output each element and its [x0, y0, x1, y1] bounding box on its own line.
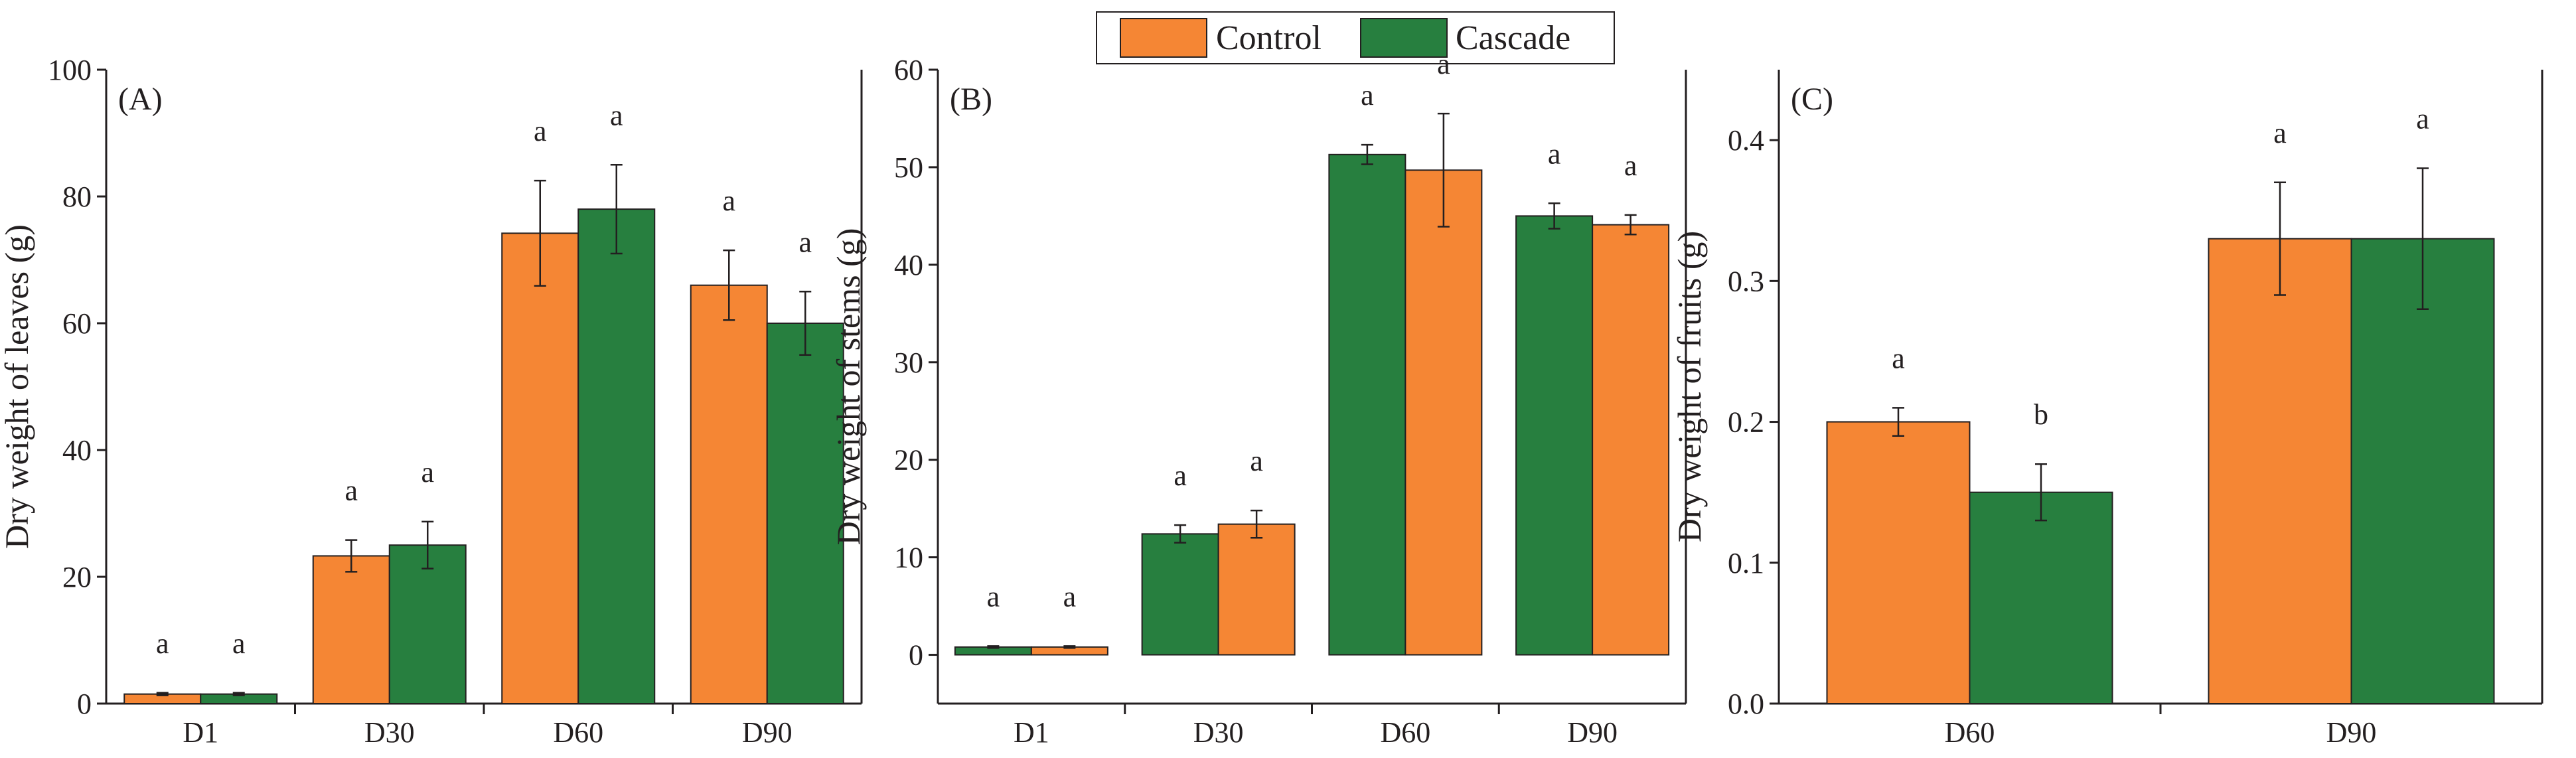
significance-label: a [1437, 48, 1450, 80]
x-tick-label: D60 [1945, 716, 1995, 749]
significance-label: a [722, 185, 735, 217]
x-tick-label: D30 [1193, 716, 1244, 749]
bar-cascade-d60 [577, 208, 656, 705]
y-tick-label: 60 [62, 307, 92, 340]
significance-label: a [1250, 445, 1263, 477]
legend-swatch-control [1120, 18, 1207, 58]
chart-panel-2: 0 10 20 30 40 50 60 Dry weight of stems (g) (B) D… [830, 48, 1687, 749]
y-tick-label: 0.0 [1728, 688, 1764, 720]
bar-cascade-d60 [1328, 153, 1406, 656]
y-tick-label: 50 [894, 151, 923, 184]
bar-control-d30 [312, 555, 390, 704]
bar-cascade-d90 [766, 323, 844, 704]
significance-label: a [421, 456, 434, 489]
y-tick-label: 0.3 [1728, 265, 1764, 297]
chart-panel-1: 0 20 40 60 80 100 Dry weight of leaves (g) (A) D… [0, 54, 863, 749]
x-tick-label: D1 [183, 716, 218, 749]
bar-control-d60 [501, 232, 579, 704]
significance-label: b [2034, 398, 2048, 431]
significance-label: a [1892, 342, 1905, 374]
bar-control-d90 [690, 284, 768, 704]
x-tick-label: D90 [742, 716, 793, 749]
legend: Control Cascade [1096, 11, 1615, 64]
x-tick-label: D60 [553, 716, 603, 749]
panel-label: (C) [1791, 82, 1833, 117]
legend-label-control: Control [1216, 19, 1322, 57]
legend-swatch-cascade [1360, 18, 1448, 58]
y-tick-label: 10 [894, 542, 923, 574]
y-tick-label: 0.2 [1728, 406, 1764, 439]
y-axis-label: Dry weight of stems (g) [830, 228, 867, 546]
bar-cascade-d60 [1969, 491, 2113, 705]
bar-cascade-d90 [2350, 238, 2495, 704]
y-axis-label: Dry weight of leaves (g) [0, 224, 35, 549]
y-axis-label: Dry weight of fruits (g) [1671, 231, 1708, 542]
x-tick-label: D90 [2326, 716, 2377, 749]
x-tick-label: D90 [1567, 716, 1618, 749]
significance-label: a [1361, 79, 1374, 112]
y-tick-label: 40 [62, 434, 92, 467]
bar-control-d60 [1404, 169, 1483, 656]
significance-label: a [232, 627, 246, 660]
y-tick-label: 30 [894, 346, 923, 379]
significance-label: a [156, 627, 169, 660]
bar-cascade-d30 [388, 544, 467, 704]
significance-label: a [1174, 459, 1187, 492]
y-tick-label: 0.4 [1728, 124, 1764, 157]
significance-label: a [1624, 149, 1637, 182]
y-tick-label: 20 [894, 444, 923, 477]
y-tick-label: 60 [894, 54, 923, 86]
significance-label: a [534, 115, 547, 147]
bar-control-d60 [1826, 421, 1971, 704]
significance-label: a [1548, 137, 1561, 170]
significance-label: a [344, 475, 358, 507]
significance-label: a [798, 226, 812, 258]
bar-control-d30 [1217, 523, 1296, 656]
y-tick-label: 80 [62, 181, 92, 213]
significance-label: a [2416, 103, 2429, 135]
bar-cascade-d30 [1141, 533, 1219, 656]
significance-label: a [1063, 580, 1077, 613]
significance-label: a [2273, 117, 2287, 149]
panel-label: (A) [118, 82, 163, 117]
chart-panel-3: 0.0 0.1 0.2 0.3 0.4 Dry weight of fruits (g) (… [1671, 70, 2543, 749]
significance-label: a [987, 580, 1000, 613]
y-tick-label: 0 [77, 688, 92, 720]
bar-control-d90 [1592, 224, 1670, 656]
bar-control-d90 [2208, 238, 2352, 704]
significance-label: a [610, 99, 623, 131]
y-tick-label: 0.1 [1728, 547, 1764, 579]
y-tick-label: 20 [62, 561, 92, 593]
x-tick-label: D30 [364, 716, 415, 749]
panel-label: (B) [950, 82, 992, 117]
y-tick-label: 40 [894, 249, 923, 281]
x-tick-label: D60 [1380, 716, 1430, 749]
bar-cascade-d90 [1515, 215, 1594, 656]
y-tick-label: 100 [48, 54, 92, 86]
y-tick-label: 0 [909, 639, 923, 672]
x-tick-label: D1 [1014, 716, 1049, 749]
legend-label-cascade: Cascade [1456, 19, 1570, 57]
